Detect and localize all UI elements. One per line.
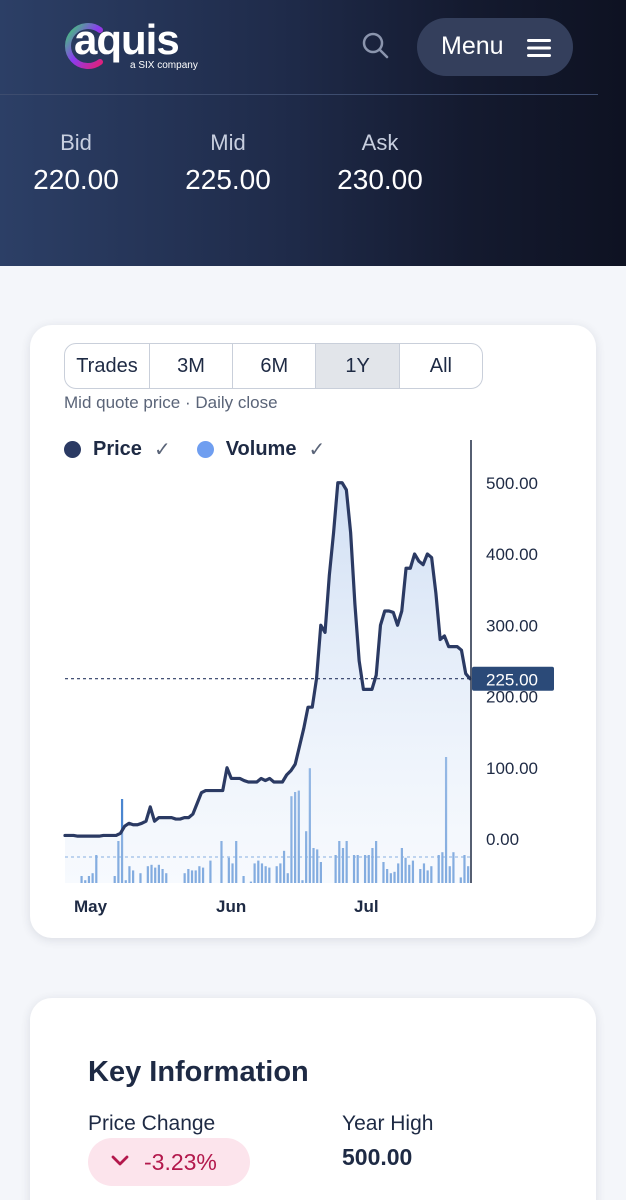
logo-text: aquis xyxy=(74,16,180,63)
tab-trades[interactable]: Trades xyxy=(65,344,150,388)
bid-value: 220.00 xyxy=(33,164,119,195)
price-volume-chart[interactable]: 0.00 100.00 200.00 300.00 400.00 500.00 225.00… xyxy=(30,325,596,938)
price-change-label: Price Change xyxy=(88,1112,216,1135)
mid-label: Mid xyxy=(210,130,246,155)
price-change-badge: -3.23% xyxy=(88,1138,250,1186)
tab-6m[interactable]: 6M xyxy=(233,344,317,388)
y-tick-label: 500.00 xyxy=(486,474,538,493)
header: aquis a SIX company Menu Bid 220.00 Mid … xyxy=(0,0,626,266)
top-bar: aquis a SIX company Menu xyxy=(0,0,626,94)
ask-quote: Ask 230.00 xyxy=(320,130,440,196)
hamburger-icon xyxy=(527,39,551,57)
bid-label: Bid xyxy=(60,130,92,155)
price-dot-icon xyxy=(64,441,81,458)
y-tick-label: 200.00 xyxy=(486,688,538,707)
logo-ring-icon xyxy=(65,23,103,69)
range-tabs: Trades 3M 6M 1Y All xyxy=(64,343,483,389)
search-button[interactable] xyxy=(360,30,392,62)
volume-dot-icon xyxy=(196,441,214,458)
ask-label: Ask xyxy=(361,130,399,155)
legend-item-volume[interactable]: Volume ✓ xyxy=(196,437,326,462)
chevron-down-icon xyxy=(111,1155,129,1166)
check-icon: ✓ xyxy=(153,439,171,461)
chart-legend: Price ✓ Volume ✓ xyxy=(64,437,351,462)
mid-quote: Mid 225.00 xyxy=(168,130,288,196)
y-tick-label: 400.00 xyxy=(486,545,538,564)
x-tick-label: Jul xyxy=(354,897,379,916)
current-price-tag xyxy=(472,666,554,691)
key-info-title: Key Information xyxy=(88,1056,309,1088)
year-high-label: Year High xyxy=(342,1112,434,1135)
mid-value: 225.00 xyxy=(185,164,271,195)
bid-quote: Bid 220.00 xyxy=(16,130,136,196)
price-area xyxy=(65,482,470,883)
price-line xyxy=(63,481,472,838)
chart-subtitle: Mid quote price · Daily close xyxy=(64,393,278,412)
legend-volume-label: Volume xyxy=(225,438,297,460)
legend-item-price[interactable]: Price ✓ xyxy=(64,437,171,462)
y-tick-label: 100.00 xyxy=(486,759,538,778)
header-divider xyxy=(0,94,598,95)
price-change-value: -3.23% xyxy=(144,1149,217,1175)
menu-button[interactable]: Menu xyxy=(417,18,573,76)
price-chart-card: Trades 3M 6M 1Y All Mid quote price · Da… xyxy=(30,325,596,938)
tab-all[interactable]: All xyxy=(429,355,452,377)
x-tick-label: May xyxy=(74,897,108,916)
menu-label: Menu xyxy=(441,32,504,60)
legend-price-label: Price xyxy=(93,438,142,460)
y-tick-label: 0.00 xyxy=(486,830,519,849)
tab-1y[interactable]: 1Y xyxy=(316,344,400,388)
key-information-card: Key Information Price Change -3.23% Year… xyxy=(30,998,596,1200)
current-price-label: 225.00 xyxy=(486,671,538,690)
ask-value: 230.00 xyxy=(337,164,423,195)
logo-tagline: a SIX company xyxy=(130,60,198,71)
aquis-logo[interactable]: aquis a SIX company xyxy=(60,16,200,74)
search-icon xyxy=(362,32,389,59)
year-high-value: 500.00 xyxy=(342,1144,413,1170)
y-tick-label: 300.00 xyxy=(486,616,538,635)
check-icon: ✓ xyxy=(308,439,326,461)
x-tick-label: Jun xyxy=(216,897,246,916)
tab-3m[interactable]: 3M xyxy=(150,344,234,388)
